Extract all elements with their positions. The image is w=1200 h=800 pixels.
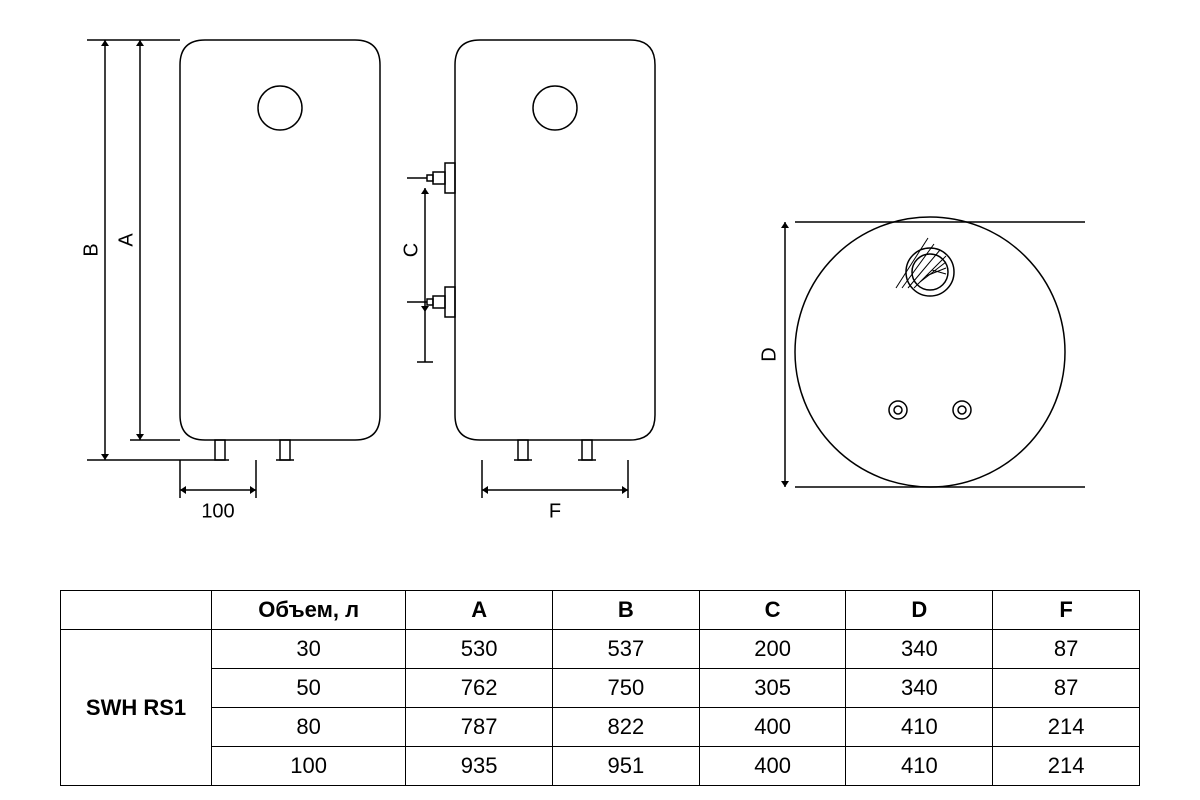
table-cell: 822 <box>553 708 700 747</box>
table-cell: 340 <box>846 669 993 708</box>
table-cell: 100 <box>212 747 406 786</box>
model-cell: SWH RS1 <box>61 630 212 786</box>
col-b: B <box>553 591 700 630</box>
table-cell: 400 <box>699 747 846 786</box>
svg-text:F: F <box>549 500 561 522</box>
table-cell: 530 <box>406 630 553 669</box>
table-cell: 30 <box>212 630 406 669</box>
table-row: SWH RS13053053720034087 <box>61 630 1140 669</box>
table-cell: 935 <box>406 747 553 786</box>
svg-text:D: D <box>758 347 780 361</box>
table-cell: 87 <box>993 630 1140 669</box>
table-cell: 951 <box>553 747 700 786</box>
table-cell: 200 <box>699 630 846 669</box>
svg-text:C: C <box>400 243 422 257</box>
table-cell: 214 <box>993 708 1140 747</box>
table-cell: 214 <box>993 747 1140 786</box>
table-row: 5076275030534087 <box>61 669 1140 708</box>
table-cell: 340 <box>846 630 993 669</box>
table-cell: 750 <box>553 669 700 708</box>
col-c: C <box>699 591 846 630</box>
table-cell: 80 <box>212 708 406 747</box>
dimensions-table-wrap: Объем, л A B C D F SWH RS130530537200340… <box>60 590 1140 786</box>
table-row: 80787822400410214 <box>61 708 1140 747</box>
table-cell: 87 <box>993 669 1140 708</box>
table-cell: 50 <box>212 669 406 708</box>
col-a: A <box>406 591 553 630</box>
col-volume: Объем, л <box>212 591 406 630</box>
table-cell: 787 <box>406 708 553 747</box>
table-cell: 305 <box>699 669 846 708</box>
table-cell: 762 <box>406 669 553 708</box>
dimensions-table: Объем, л A B C D F SWH RS130530537200340… <box>60 590 1140 786</box>
table-header-row: Объем, л A B C D F <box>61 591 1140 630</box>
table-row: 100935951400410214 <box>61 747 1140 786</box>
svg-text:A: A <box>115 233 137 247</box>
svg-text:B: B <box>80 243 102 256</box>
table-cell: 537 <box>553 630 700 669</box>
svg-text:100: 100 <box>201 500 234 522</box>
table-cell: 400 <box>699 708 846 747</box>
table-cell: 410 <box>846 708 993 747</box>
table-cell: 410 <box>846 747 993 786</box>
model-header <box>61 591 212 630</box>
col-d: D <box>846 591 993 630</box>
col-f: F <box>993 591 1140 630</box>
